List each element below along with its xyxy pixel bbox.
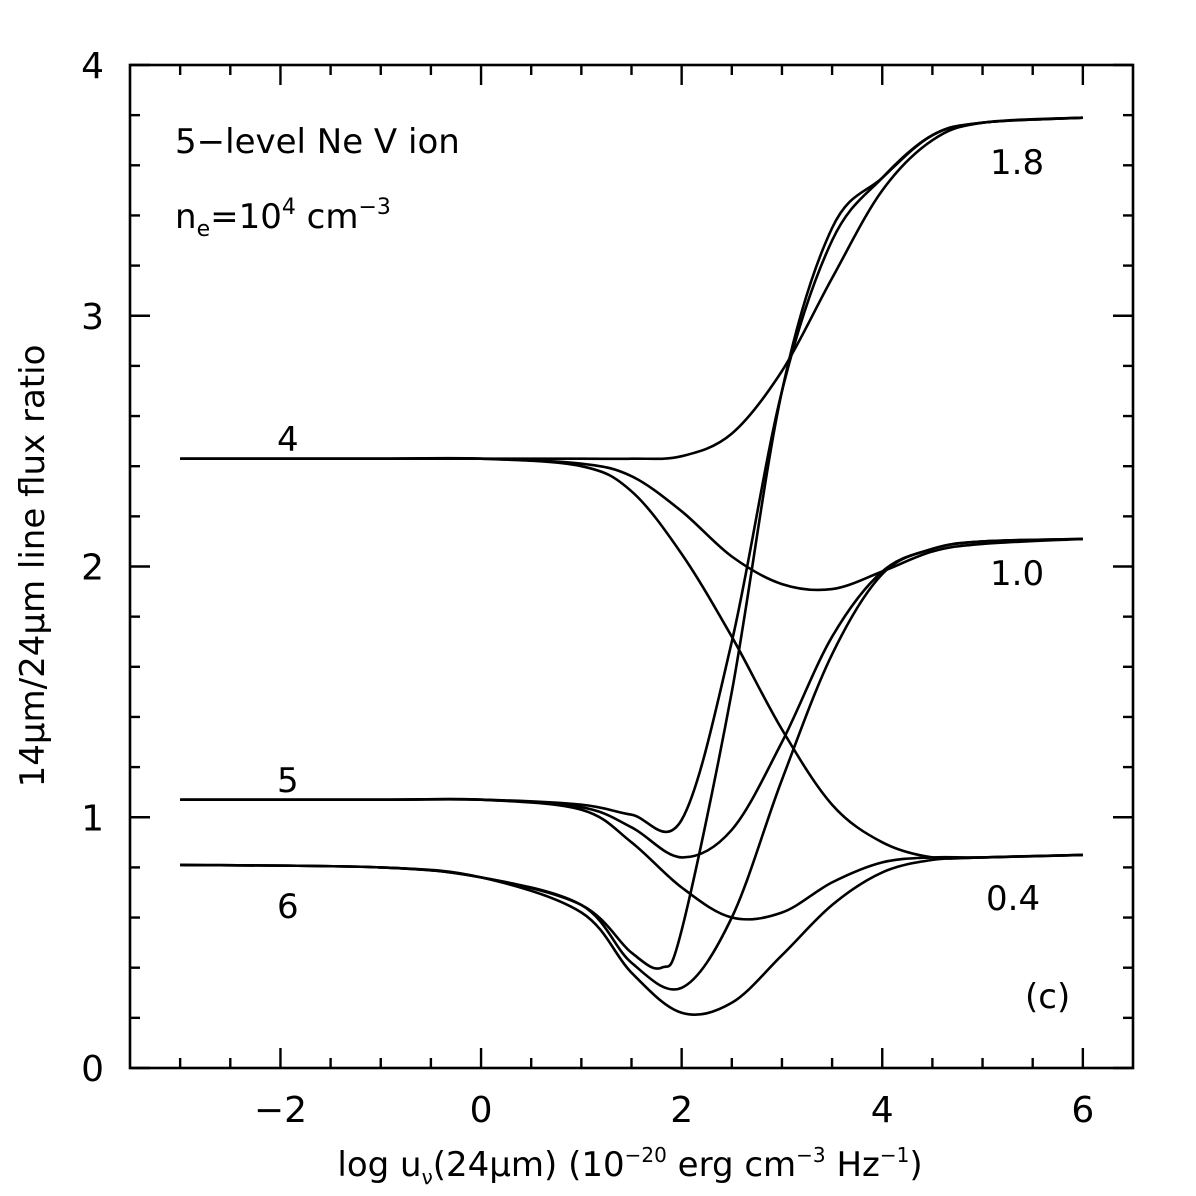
y-tick-label: 3 [81, 297, 104, 338]
series-line-4-to-1-8 [180, 116, 1083, 461]
right-label-0-4: 0.4 [986, 879, 1040, 919]
xlabel-a-sub: ν [422, 1165, 433, 1189]
series-line-5-to-1-0 [180, 537, 1083, 859]
x-tick-label: 4 [871, 1090, 894, 1131]
series-curves [180, 116, 1083, 1017]
ion-label: 5−level Ne V ion [175, 122, 460, 162]
right-label-1-8: 1.8 [990, 143, 1044, 183]
density-sub: e [197, 217, 211, 242]
series-line-6-to-1-0 [180, 537, 1083, 991]
left-label-5: 5 [277, 761, 299, 801]
x-tick-label: −2 [254, 1090, 307, 1131]
y-tick-label: 1 [81, 798, 104, 839]
xlabel-c-exp: −3 [796, 1143, 825, 1167]
left-label-4: 4 [277, 420, 299, 460]
density-prefix: n [175, 197, 197, 237]
density-unit: cm [296, 197, 359, 237]
density-eq: =10 [210, 197, 282, 237]
series-line-4-to-1-0 [180, 457, 1083, 592]
left-label-6: 6 [277, 887, 299, 927]
x-tick-label: 2 [670, 1090, 693, 1131]
xlabel-d: Hz [826, 1145, 880, 1185]
series-line-5-to-0-4 [180, 797, 1083, 921]
axis-ticks [130, 63, 1133, 1070]
xlabel-a: log u [337, 1145, 421, 1185]
y-axis-title: 14μm/24μm line flux ratio [13, 345, 53, 788]
density-label: ne=104 cm−3 [175, 195, 391, 242]
x-tick-labels: −2 0 2 4 6 [254, 1090, 1094, 1131]
y-tick-labels: 0 1 2 3 4 [81, 46, 104, 1090]
y-tick-label: 2 [81, 548, 104, 589]
density-exp: 4 [282, 195, 296, 220]
xlabel-d-exp: −1 [880, 1143, 909, 1167]
xlabel-b-exp: −20 [625, 1143, 667, 1167]
right-label-1-0: 1.0 [990, 554, 1044, 594]
y-tick-label: 4 [81, 46, 104, 87]
x-tick-label: 6 [1071, 1090, 1094, 1131]
y-tick-label: 0 [81, 1049, 104, 1090]
xlabel-c: erg cm [667, 1145, 796, 1185]
x-tick-label: 0 [470, 1090, 493, 1131]
panel-label: (c) [1025, 977, 1070, 1017]
x-axis-title: log uν(24μm) (10−20 erg cm−3 Hz−1) [337, 1143, 922, 1189]
xlabel-e: ) [909, 1145, 922, 1185]
series-line-6-to-0-4 [180, 853, 1083, 1017]
density-unit-exp: −3 [359, 195, 391, 220]
xlabel-b: (24μm) (10 [433, 1145, 625, 1185]
